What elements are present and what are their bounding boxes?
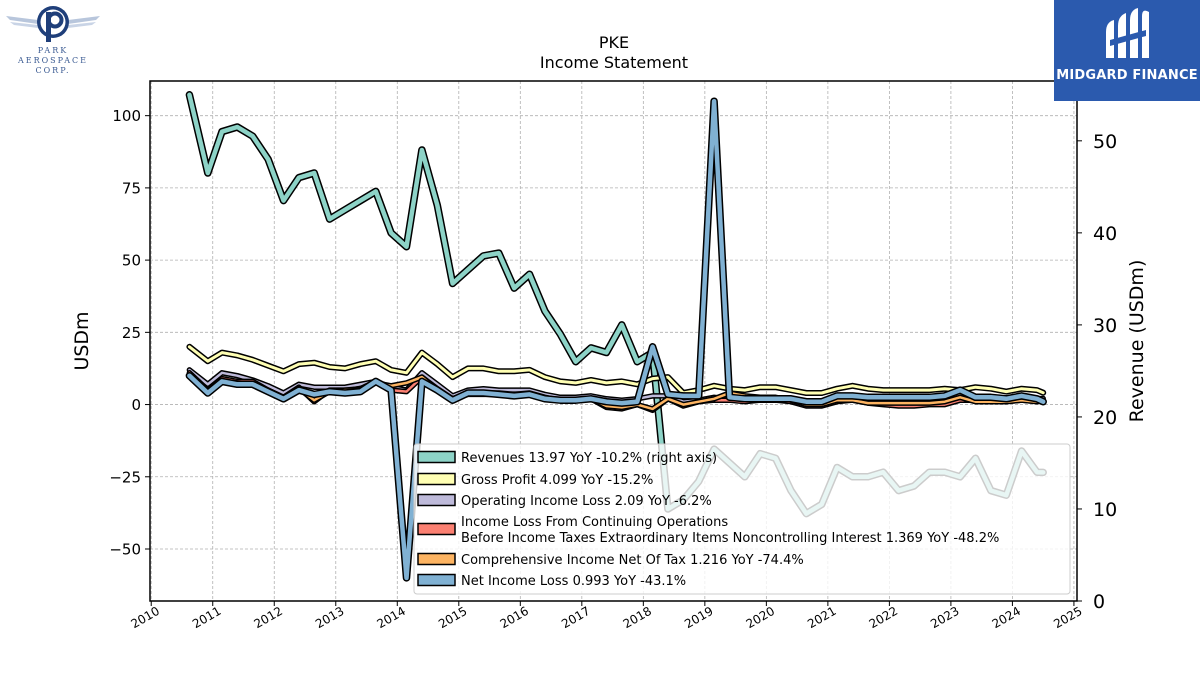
series-line: [187, 98, 1046, 581]
x-tick-label: 2021: [805, 604, 838, 631]
x-tick-label: 2016: [498, 604, 531, 631]
x-tick-label: 2022: [867, 604, 900, 631]
y-right-tick-label: 10: [1093, 499, 1117, 521]
y-axis-label: USDm: [71, 311, 93, 370]
y-right-tick-label: 50: [1093, 131, 1117, 153]
park-aerospace-logo: PARK AEROSPACE CORP.: [0, 0, 110, 80]
x-tick-label: 2019: [682, 604, 715, 631]
legend-swatch-comprehensive_income: [417, 552, 456, 566]
logo-line-1: PARK: [37, 46, 69, 55]
x-tick-label: 2017: [559, 604, 592, 631]
park-emblem-icon: [6, 6, 100, 42]
legend-box: [413, 443, 1071, 595]
y-tick-label: 25: [122, 324, 141, 342]
x-tick-label: 2023: [928, 604, 961, 631]
y-tick-label: 0: [131, 396, 141, 414]
x-tick-label: 2011: [190, 604, 223, 631]
x-tick-label: 2024: [990, 604, 1023, 631]
x-tick-label: 2013: [313, 604, 346, 631]
series-gross_profit: [186, 343, 1047, 396]
midgard-finance-logo: MIDGARD FINANCE: [1054, 0, 1200, 101]
x-tick-label: 2018: [621, 604, 654, 631]
legend-swatch-gross_profit: [417, 472, 456, 486]
chart-title: PKE: [599, 33, 629, 52]
y-right-tick-label: 30: [1093, 315, 1117, 337]
legend-swatch-operating_income: [417, 493, 456, 507]
series-line: [187, 345, 1045, 395]
x-tick-label: 2010: [129, 604, 162, 631]
plot-frame: [149, 80, 1078, 602]
legend-label: Before Income Taxes Extraordinary Items …: [461, 531, 999, 546]
y-right-tick-label: 40: [1093, 223, 1117, 245]
x-tick-label: 2014: [375, 604, 408, 631]
series-net_income: [185, 97, 1047, 582]
legend-label: Revenues 13.97 YoY -10.2% (right axis): [461, 451, 717, 466]
midgard-finance-name: MIDGARD FINANCE: [1056, 68, 1198, 83]
midgard-emblem-icon: [1106, 8, 1149, 59]
legend-swatch-net_income: [417, 573, 456, 587]
chart-subtitle: Income Statement: [540, 53, 688, 72]
legend-swatch-income_cont_ops: [417, 522, 456, 536]
y-right-tick-label: 0: [1093, 591, 1105, 613]
legend: Revenues 13.97 YoY -10.2% (right axis) Gr…: [413, 443, 1071, 595]
y-right-tick-label: 20: [1093, 407, 1117, 429]
legend-swatch-revenues: [417, 450, 456, 464]
logo-line-3: CORP.: [35, 66, 71, 75]
legend-label: Operating Income Loss 2.09 YoY -6.2%: [461, 494, 712, 509]
y-tick-label: 50: [122, 252, 141, 270]
y-axis-right-label: Revenue (USDm): [1126, 260, 1148, 423]
y-tick-label: −50: [109, 541, 141, 559]
y-tick-label: 75: [122, 179, 141, 197]
legend-label: Net Income Loss 0.993 YoY -43.1%: [461, 574, 686, 589]
y-tick-label: 100: [112, 107, 141, 125]
legend-label: Gross Profit 4.099 YoY -15.2%: [461, 473, 653, 488]
y-tick-label: −25: [109, 468, 141, 486]
x-tick-label: 2012: [252, 604, 285, 631]
logo-line-2: AEROSPACE: [17, 56, 89, 65]
legend-label: Income Loss From Continuing Operations: [461, 515, 728, 530]
x-tick-label: 2025: [1051, 604, 1084, 631]
x-tick-label: 2020: [744, 604, 777, 631]
x-tick-label: 2015: [436, 604, 469, 631]
legend-label: Comprehensive Income Net Of Tax 1.216 Yo…: [461, 553, 804, 568]
